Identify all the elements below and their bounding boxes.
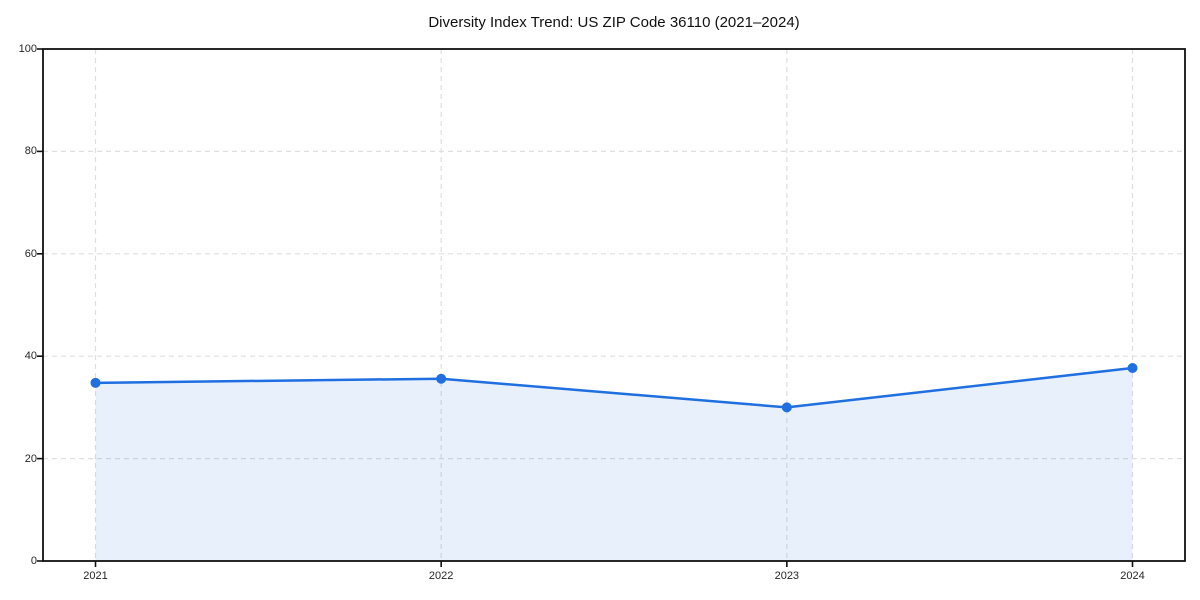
data-point-marker [436,373,447,384]
x-tick-label: 2024 [1120,570,1145,582]
y-tick-label: 40 [24,350,37,363]
data-point-marker [1127,362,1138,373]
x-tick-label: 2021 [83,570,108,582]
y-tick-label: 20 [24,452,37,465]
data-point-marker [781,402,792,413]
plot-border [42,48,1186,562]
data-point-marker [90,377,101,388]
y-tick-label: 100 [18,43,37,55]
series-area-fill [95,367,1133,561]
y-tick-label: 0 [30,555,37,567]
x-tick-label: 2022 [428,570,454,582]
x-tick-label: 2023 [774,570,800,582]
series-line [94,366,1134,409]
y-tick-label: 60 [24,247,37,260]
y-tick-label: 80 [24,145,37,158]
chart-title: Diversity Index Trend: US ZIP Code 36110… [428,14,800,31]
